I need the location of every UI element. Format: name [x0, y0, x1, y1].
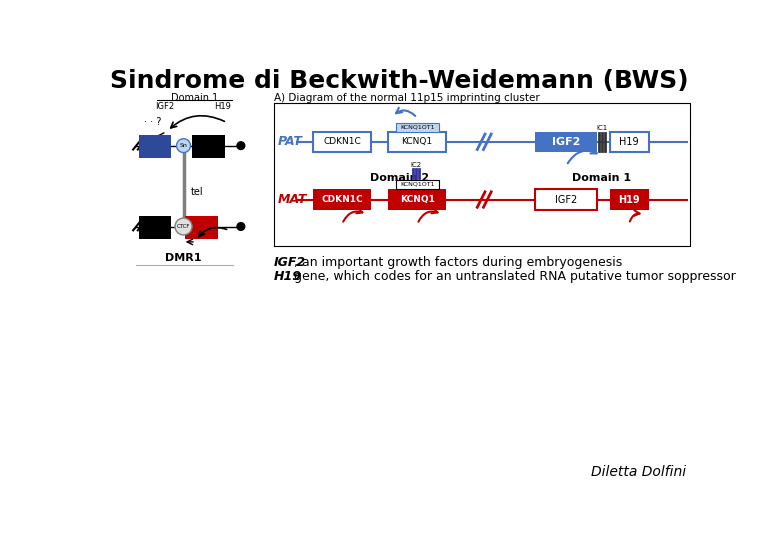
Text: Diletta Dolfini: Diletta Dolfini [591, 465, 686, 479]
Text: Domain 1: Domain 1 [572, 173, 631, 183]
FancyBboxPatch shape [610, 132, 648, 152]
Text: PAT: PAT [278, 136, 302, 148]
FancyBboxPatch shape [388, 132, 446, 152]
Text: KCNQ1: KCNQ1 [402, 137, 433, 146]
Text: CTCF: CTCF [177, 224, 190, 229]
Circle shape [237, 222, 245, 231]
FancyBboxPatch shape [139, 215, 171, 239]
Text: Sn: Sn [179, 143, 187, 148]
Text: IGF2: IGF2 [555, 194, 577, 205]
Text: DMR1: DMR1 [165, 253, 202, 264]
Text: CDKN1C: CDKN1C [323, 137, 361, 146]
Text: Domain 2: Domain 2 [370, 173, 429, 183]
FancyBboxPatch shape [535, 132, 597, 152]
FancyBboxPatch shape [192, 135, 225, 158]
Circle shape [237, 142, 245, 150]
Text: KCNQ1OT1: KCNQ1OT1 [400, 181, 434, 187]
Circle shape [175, 218, 192, 235]
FancyBboxPatch shape [313, 132, 371, 152]
FancyBboxPatch shape [396, 179, 438, 189]
Text: tel: tel [190, 187, 203, 197]
Text: KCNQ1OT1: KCNQ1OT1 [400, 125, 434, 130]
Text: IC2: IC2 [410, 162, 421, 168]
Text: · · ?: · · ? [144, 117, 161, 127]
FancyBboxPatch shape [535, 189, 597, 211]
FancyBboxPatch shape [313, 189, 371, 211]
Text: IGF2: IGF2 [275, 256, 307, 269]
FancyBboxPatch shape [610, 189, 648, 211]
Circle shape [176, 139, 190, 153]
FancyBboxPatch shape [396, 123, 438, 132]
Text: A) Diagram of the normal 11p15 imprinting cluster: A) Diagram of the normal 11p15 imprintin… [275, 93, 540, 103]
Text: CDKN1C: CDKN1C [321, 195, 363, 204]
Text: H19: H19 [214, 102, 231, 111]
Text: Sindrome di Beckwith-Weidemann (BWS): Sindrome di Beckwith-Weidemann (BWS) [111, 69, 689, 93]
Text: H19: H19 [619, 194, 640, 205]
Text: MAT: MAT [278, 193, 307, 206]
Text: IGF2: IGF2 [155, 102, 175, 111]
FancyBboxPatch shape [388, 189, 446, 211]
Text: gene, which codes for an untranslated RNA putative tumor soppressor: gene, which codes for an untranslated RN… [289, 269, 736, 282]
FancyBboxPatch shape [139, 135, 171, 158]
Text: H19: H19 [275, 269, 302, 282]
FancyBboxPatch shape [185, 215, 218, 239]
Text: H19: H19 [619, 137, 639, 147]
Text: IGF2: IGF2 [552, 137, 580, 147]
Text: IC1: IC1 [597, 125, 608, 131]
Text: Domain 1: Domain 1 [171, 93, 218, 103]
Text: KCNQ1: KCNQ1 [399, 195, 434, 204]
Text: , an important growth factors during embryogenesis: , an important growth factors during emb… [294, 256, 622, 269]
